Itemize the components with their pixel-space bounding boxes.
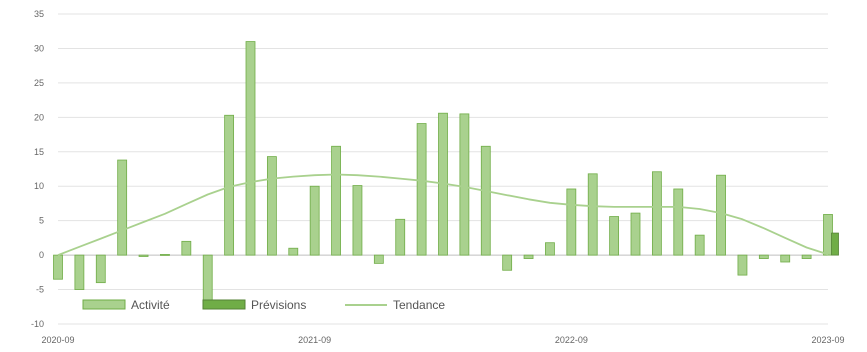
bar-activite [138,254,149,257]
y-tick-label: -5 [36,285,44,295]
bar-activite [74,254,85,290]
bar-activite [673,188,684,256]
bar-activite [395,218,406,256]
x-tick-label: 2021-09 [298,335,331,345]
bar-activite [758,254,769,259]
legend-label-tendance: Tendance [393,298,445,312]
trend-line [57,173,829,256]
x-tick-label: 2023-09 [811,335,844,345]
bar-activite [245,41,256,256]
y-tick-label: 10 [34,181,44,191]
legend-swatch-activite [82,299,126,310]
bar-activite [416,123,427,256]
bar-activite [202,254,213,308]
bar-activite [502,254,513,271]
y-tick-label: 25 [34,78,44,88]
bar-activite [459,113,470,256]
bar-activite [224,114,235,256]
bars [53,41,839,308]
bar-activite [53,254,63,280]
bar-activite [352,185,363,256]
bar-activite [737,254,748,276]
bar-activite [801,254,812,259]
bar-activite [309,185,320,256]
bar-activite [587,173,598,256]
y-tick-label: 0 [39,250,44,260]
bar-activite [694,234,705,256]
bar-activite [480,145,491,256]
bar-activite [630,212,641,256]
y-tick-label: -10 [31,319,44,329]
bar-activite [609,216,620,256]
bar-activite [266,156,277,256]
y-tick-label: 20 [34,112,44,122]
bar-activite [373,254,384,264]
bar-activite [288,247,299,256]
x-tick-label: 2022-09 [555,335,588,345]
bar-activite [566,188,577,256]
bar-activite [523,254,534,259]
trend-line-layer [57,173,829,256]
bar-activite [95,254,106,284]
x-tick-label: 2020-09 [41,335,74,345]
bar-activite [716,174,726,256]
bar-activite [651,171,662,256]
bar-activite [160,254,170,256]
y-tick-label: 5 [39,216,44,226]
y-tick-label: 35 [34,9,44,19]
bar-activite [545,242,555,256]
y-axis-ticks: 35 30 25 20 15 10 5 0 -5 -10 [31,9,44,329]
bar-activite [117,159,128,256]
bar-activite [181,240,192,256]
bar-activite [331,145,341,256]
bar-activite [780,254,791,263]
legend-label-activite: Activité [131,298,170,312]
y-tick-label: 15 [34,147,44,157]
y-tick-label: 30 [34,43,44,53]
legend-label-previsions: Prévisions [251,298,306,312]
legend-swatch-previsions [202,299,246,310]
x-axis-ticks: 2020-09 2021-09 2022-09 2023-09 [41,335,844,345]
legend: Activité Prévisions Tendance [82,298,445,312]
bar-previsions [831,232,839,256]
